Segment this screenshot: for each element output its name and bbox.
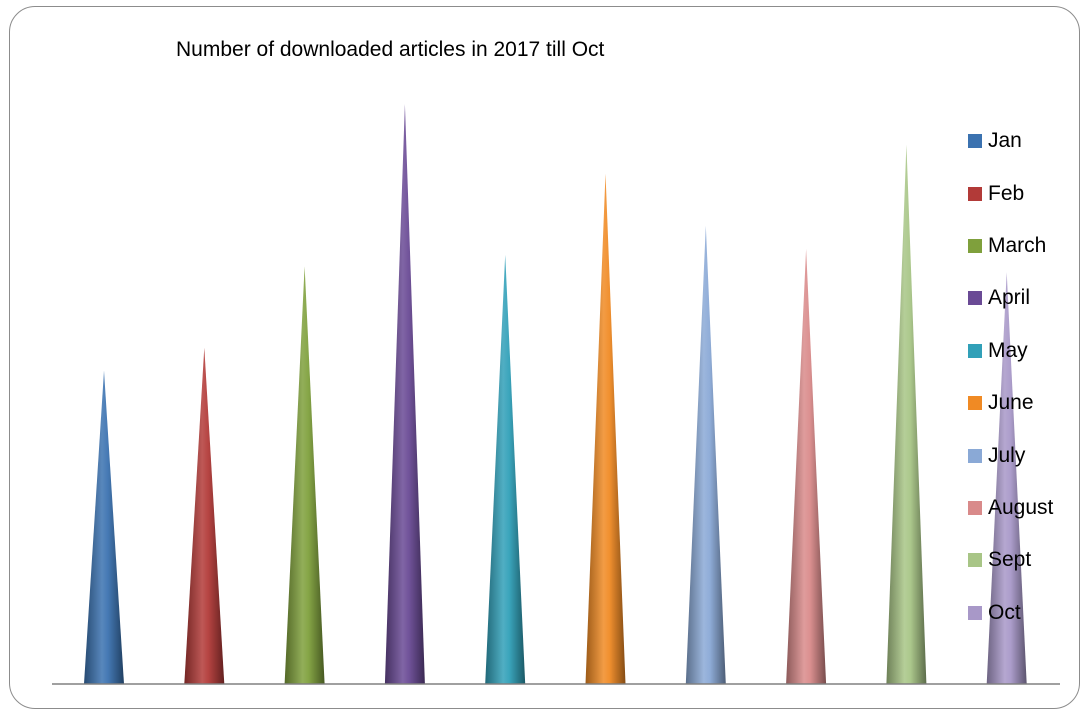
cone-bar-sept	[886, 144, 927, 685]
cone-bar-may	[485, 254, 526, 685]
legend-item-may: May	[968, 325, 1078, 377]
legend-label: April	[988, 286, 1031, 310]
legend-swatch	[968, 238, 982, 253]
legend-swatch	[968, 291, 982, 306]
legend-item-sept: Sept	[968, 534, 1078, 586]
legend-label: Jan	[988, 129, 1022, 153]
legend-item-june: June	[968, 377, 1078, 429]
legend-swatch	[968, 186, 982, 201]
legend-swatch	[968, 553, 982, 568]
legend-item-jan: Jan	[968, 115, 1078, 167]
legend-item-oct: Oct	[968, 587, 1078, 639]
chart-title: Number of downloaded articles in 2017 ti…	[176, 38, 605, 61]
legend-label: March	[988, 233, 1047, 257]
legend-item-july: July	[968, 429, 1078, 481]
cone-bar-april	[384, 104, 425, 684]
cone-bar-jan	[84, 370, 124, 684]
legend-item-feb: Feb	[968, 167, 1078, 219]
legend-swatch	[968, 500, 982, 515]
legend-item-april: April	[968, 272, 1078, 324]
legend-item-august: August	[968, 482, 1078, 534]
chart-legend: Jan Feb March April May June July August Sept Oct	[968, 115, 1078, 639]
cone-bar-feb	[184, 347, 225, 684]
legend-label: May	[988, 338, 1028, 362]
legend-label: June	[988, 391, 1034, 415]
legend-label: Feb	[988, 181, 1025, 205]
legend-label: August	[988, 495, 1054, 519]
legend-swatch	[968, 605, 982, 620]
cone-bar-august	[786, 249, 827, 684]
legend-label: Sept	[988, 548, 1032, 572]
legend-swatch	[968, 134, 982, 149]
legend-item-march: March	[968, 220, 1078, 272]
cone-bar-oct	[986, 272, 1027, 684]
cone-bar-june	[585, 173, 626, 684]
cone-bar-july	[685, 225, 726, 685]
legend-swatch	[968, 396, 982, 411]
legend-label: July	[988, 443, 1026, 467]
legend-label: Oct	[988, 600, 1021, 624]
legend-swatch	[968, 343, 982, 358]
cone-bar-march	[284, 266, 325, 684]
legend-swatch	[968, 448, 982, 463]
